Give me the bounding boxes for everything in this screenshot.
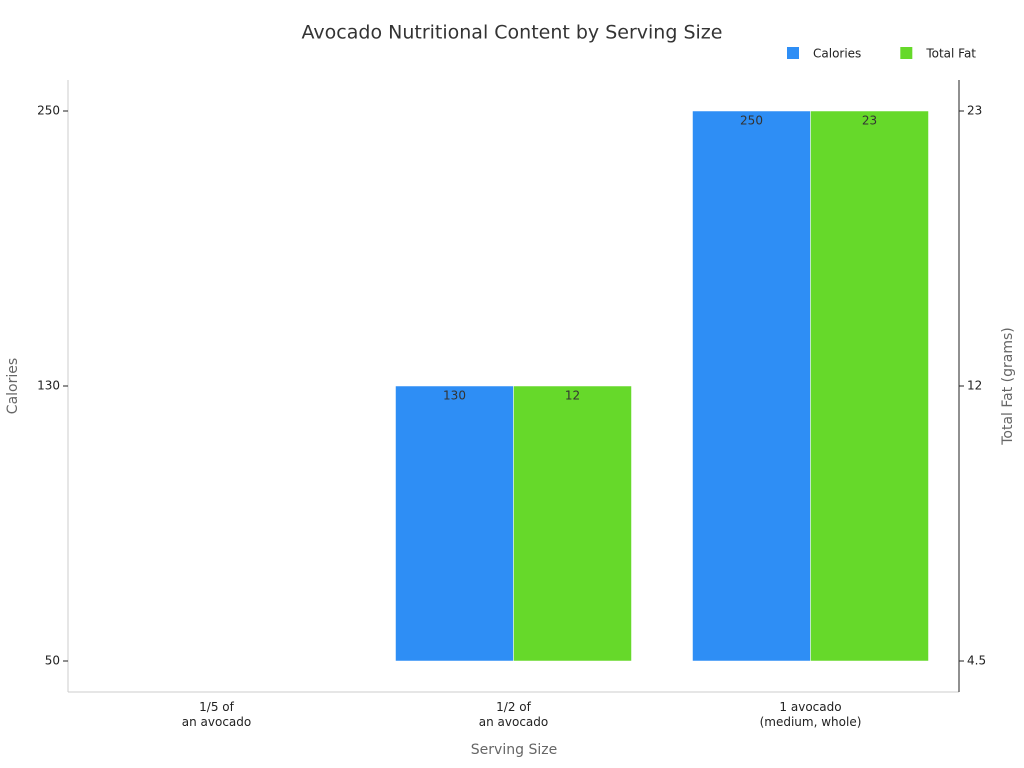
legend-swatch <box>787 47 799 59</box>
value-label: 23 <box>862 114 877 128</box>
value-label: 130 <box>443 389 466 403</box>
y-tick-label: 50 <box>45 654 60 668</box>
value-label: 12 <box>565 389 580 403</box>
bar <box>513 385 632 662</box>
bar <box>395 385 514 662</box>
y2-tick-label: 12 <box>967 379 982 393</box>
y2-axis-title: Total Fat (grams) <box>1000 327 1016 446</box>
y2-tick-label: 23 <box>967 104 982 118</box>
bar <box>810 110 929 662</box>
y2-tick-label: 4.5 <box>967 654 986 668</box>
chart-title: Avocado Nutritional Content by Serving S… <box>302 22 723 44</box>
x-tick-label: 1/2 of an avocado <box>479 700 548 729</box>
value-label: 250 <box>740 114 763 128</box>
legend-label: Total Fat <box>925 47 976 61</box>
bar <box>692 110 811 662</box>
legend-label: Calories <box>813 47 861 61</box>
x-tick-label: 1 avocado (medium, whole) <box>760 700 862 729</box>
y-tick-label: 130 <box>37 379 60 393</box>
y-axis-title: Calories <box>5 358 21 414</box>
x-axis-title: Serving Size <box>471 742 557 758</box>
legend-swatch <box>900 47 913 59</box>
x-tick-label: 1/5 of an avocado <box>182 700 251 729</box>
y-tick-label: 250 <box>37 104 60 118</box>
